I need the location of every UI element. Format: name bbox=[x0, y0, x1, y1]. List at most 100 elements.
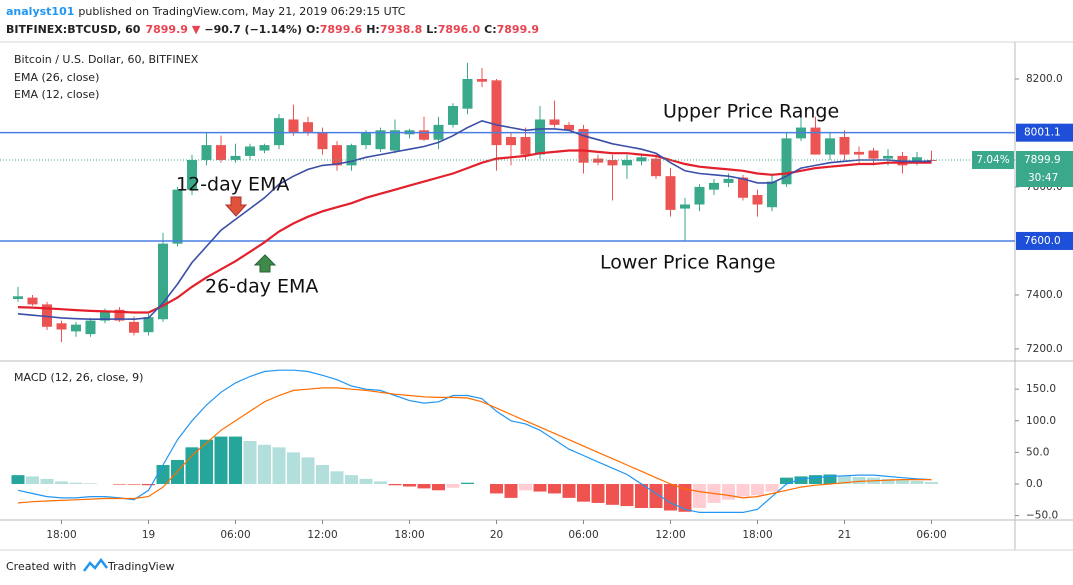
high: 7938.8 bbox=[380, 23, 422, 36]
candle-body bbox=[85, 320, 96, 335]
histogram-bar bbox=[548, 483, 561, 494]
candle-body bbox=[56, 323, 67, 330]
x-tick-label: 18:00 bbox=[742, 529, 772, 541]
histogram-bar bbox=[925, 482, 938, 484]
annotation: 12-day EMA bbox=[176, 174, 289, 196]
histogram-bar bbox=[214, 436, 228, 484]
candle-body bbox=[506, 137, 516, 146]
candle-body bbox=[781, 138, 792, 185]
histogram-bar bbox=[577, 483, 590, 502]
legend-entry: EMA (12, close) bbox=[14, 88, 99, 101]
candle-body bbox=[593, 158, 603, 163]
y-tick-label: 100.0 bbox=[1026, 415, 1056, 427]
candle-body bbox=[636, 157, 647, 162]
candle-body bbox=[303, 122, 313, 133]
candle-body bbox=[839, 137, 850, 155]
symbol: BITFINEX:BTCUSD, 60 bbox=[6, 23, 141, 36]
price-level-box bbox=[1016, 123, 1073, 142]
last-price-label: 7899.9 bbox=[1024, 154, 1061, 166]
y-tick-label: −50.0 bbox=[1026, 510, 1058, 522]
histogram-bar bbox=[359, 478, 373, 484]
candle-body bbox=[578, 128, 589, 163]
histogram-bar bbox=[403, 483, 416, 487]
candle-body bbox=[448, 105, 458, 125]
candle-body bbox=[680, 204, 690, 209]
histogram-bar bbox=[127, 483, 141, 485]
ema-line bbox=[17, 149, 932, 314]
histogram-bar bbox=[26, 476, 39, 484]
histogram-bar bbox=[272, 447, 286, 484]
histogram-bar bbox=[693, 483, 706, 508]
candle-body bbox=[216, 145, 226, 160]
candle-body bbox=[158, 243, 168, 320]
change-label: 7.04% bbox=[976, 154, 1009, 166]
x-tick-label: 18:00 bbox=[46, 529, 76, 541]
histogram-bar bbox=[69, 482, 83, 484]
histogram-bar bbox=[620, 483, 634, 507]
x-tick-label: 06:00 bbox=[568, 529, 598, 541]
histogram-bar bbox=[258, 444, 271, 484]
x-tick-label: 06:00 bbox=[220, 529, 250, 541]
y-tick-label: 50.0 bbox=[1026, 446, 1049, 458]
candle-body bbox=[172, 189, 183, 244]
last-price-box bbox=[1016, 150, 1073, 187]
countdown: 30:47 bbox=[1028, 172, 1058, 184]
price-level-label: 8001.1 bbox=[1024, 127, 1061, 139]
change-box bbox=[972, 150, 1014, 169]
histogram-bar bbox=[185, 447, 199, 484]
candle-body bbox=[274, 118, 284, 146]
histogram-bar bbox=[345, 475, 358, 484]
footer-created: Created with bbox=[6, 560, 76, 573]
o-label: O: bbox=[306, 23, 320, 36]
candle-body bbox=[42, 304, 52, 327]
histogram-bar bbox=[664, 483, 677, 511]
histogram-bar bbox=[765, 483, 779, 492]
candle-body bbox=[535, 119, 545, 155]
price-level-label: 7600.0 bbox=[1024, 235, 1061, 247]
histogram-bar bbox=[649, 483, 663, 508]
histogram-bar bbox=[591, 483, 605, 503]
histogram-bar bbox=[823, 474, 837, 484]
candle-body bbox=[375, 130, 386, 150]
candle-body bbox=[114, 309, 125, 321]
candle-body bbox=[259, 145, 270, 151]
y-tick-label: 7200.0 bbox=[1026, 343, 1063, 355]
candle-body bbox=[230, 155, 241, 160]
candle-body bbox=[390, 130, 400, 151]
histogram-bar bbox=[287, 452, 300, 484]
y-tick-label: 8200.0 bbox=[1026, 73, 1063, 85]
x-tick-label: 19 bbox=[142, 529, 155, 541]
pane-title: MACD (12, 26, close, 9) bbox=[14, 371, 143, 384]
candle-body bbox=[346, 145, 357, 166]
histogram-bar bbox=[794, 476, 808, 484]
footer-brand[interactable]: TradingView bbox=[107, 560, 174, 573]
histogram-bar bbox=[11, 475, 25, 484]
candle-body bbox=[100, 311, 110, 321]
candle-body bbox=[883, 155, 893, 159]
ema-line bbox=[17, 119, 932, 321]
histogram-bar bbox=[809, 475, 822, 484]
histogram-bar bbox=[113, 483, 126, 485]
annotation: 26-day EMA bbox=[205, 276, 318, 298]
annotation: Upper Price Range bbox=[663, 101, 839, 123]
candle-body bbox=[361, 132, 371, 146]
histogram-bar bbox=[722, 483, 735, 500]
histogram-bar bbox=[84, 483, 97, 484]
close: 7899.9 bbox=[497, 23, 539, 36]
candle-body bbox=[810, 127, 821, 155]
header-line-2: BITFINEX:BTCUSD, 60 7899.9 ▼ −90.7 (−1.14%)… bbox=[6, 23, 539, 36]
candle-body bbox=[491, 80, 502, 146]
x-tick-label: 21 bbox=[838, 529, 851, 541]
histogram-bar bbox=[55, 481, 68, 484]
histogram-bar bbox=[896, 479, 909, 484]
candle-body bbox=[549, 119, 560, 125]
histogram-bar bbox=[736, 483, 750, 497]
c-label: C: bbox=[484, 23, 496, 36]
macd-line bbox=[17, 387, 932, 504]
price-level-box bbox=[1016, 231, 1073, 250]
candle-body bbox=[651, 158, 661, 177]
arrow-down bbox=[224, 196, 248, 217]
histogram-bar bbox=[606, 483, 619, 505]
histogram-bar bbox=[156, 465, 170, 484]
